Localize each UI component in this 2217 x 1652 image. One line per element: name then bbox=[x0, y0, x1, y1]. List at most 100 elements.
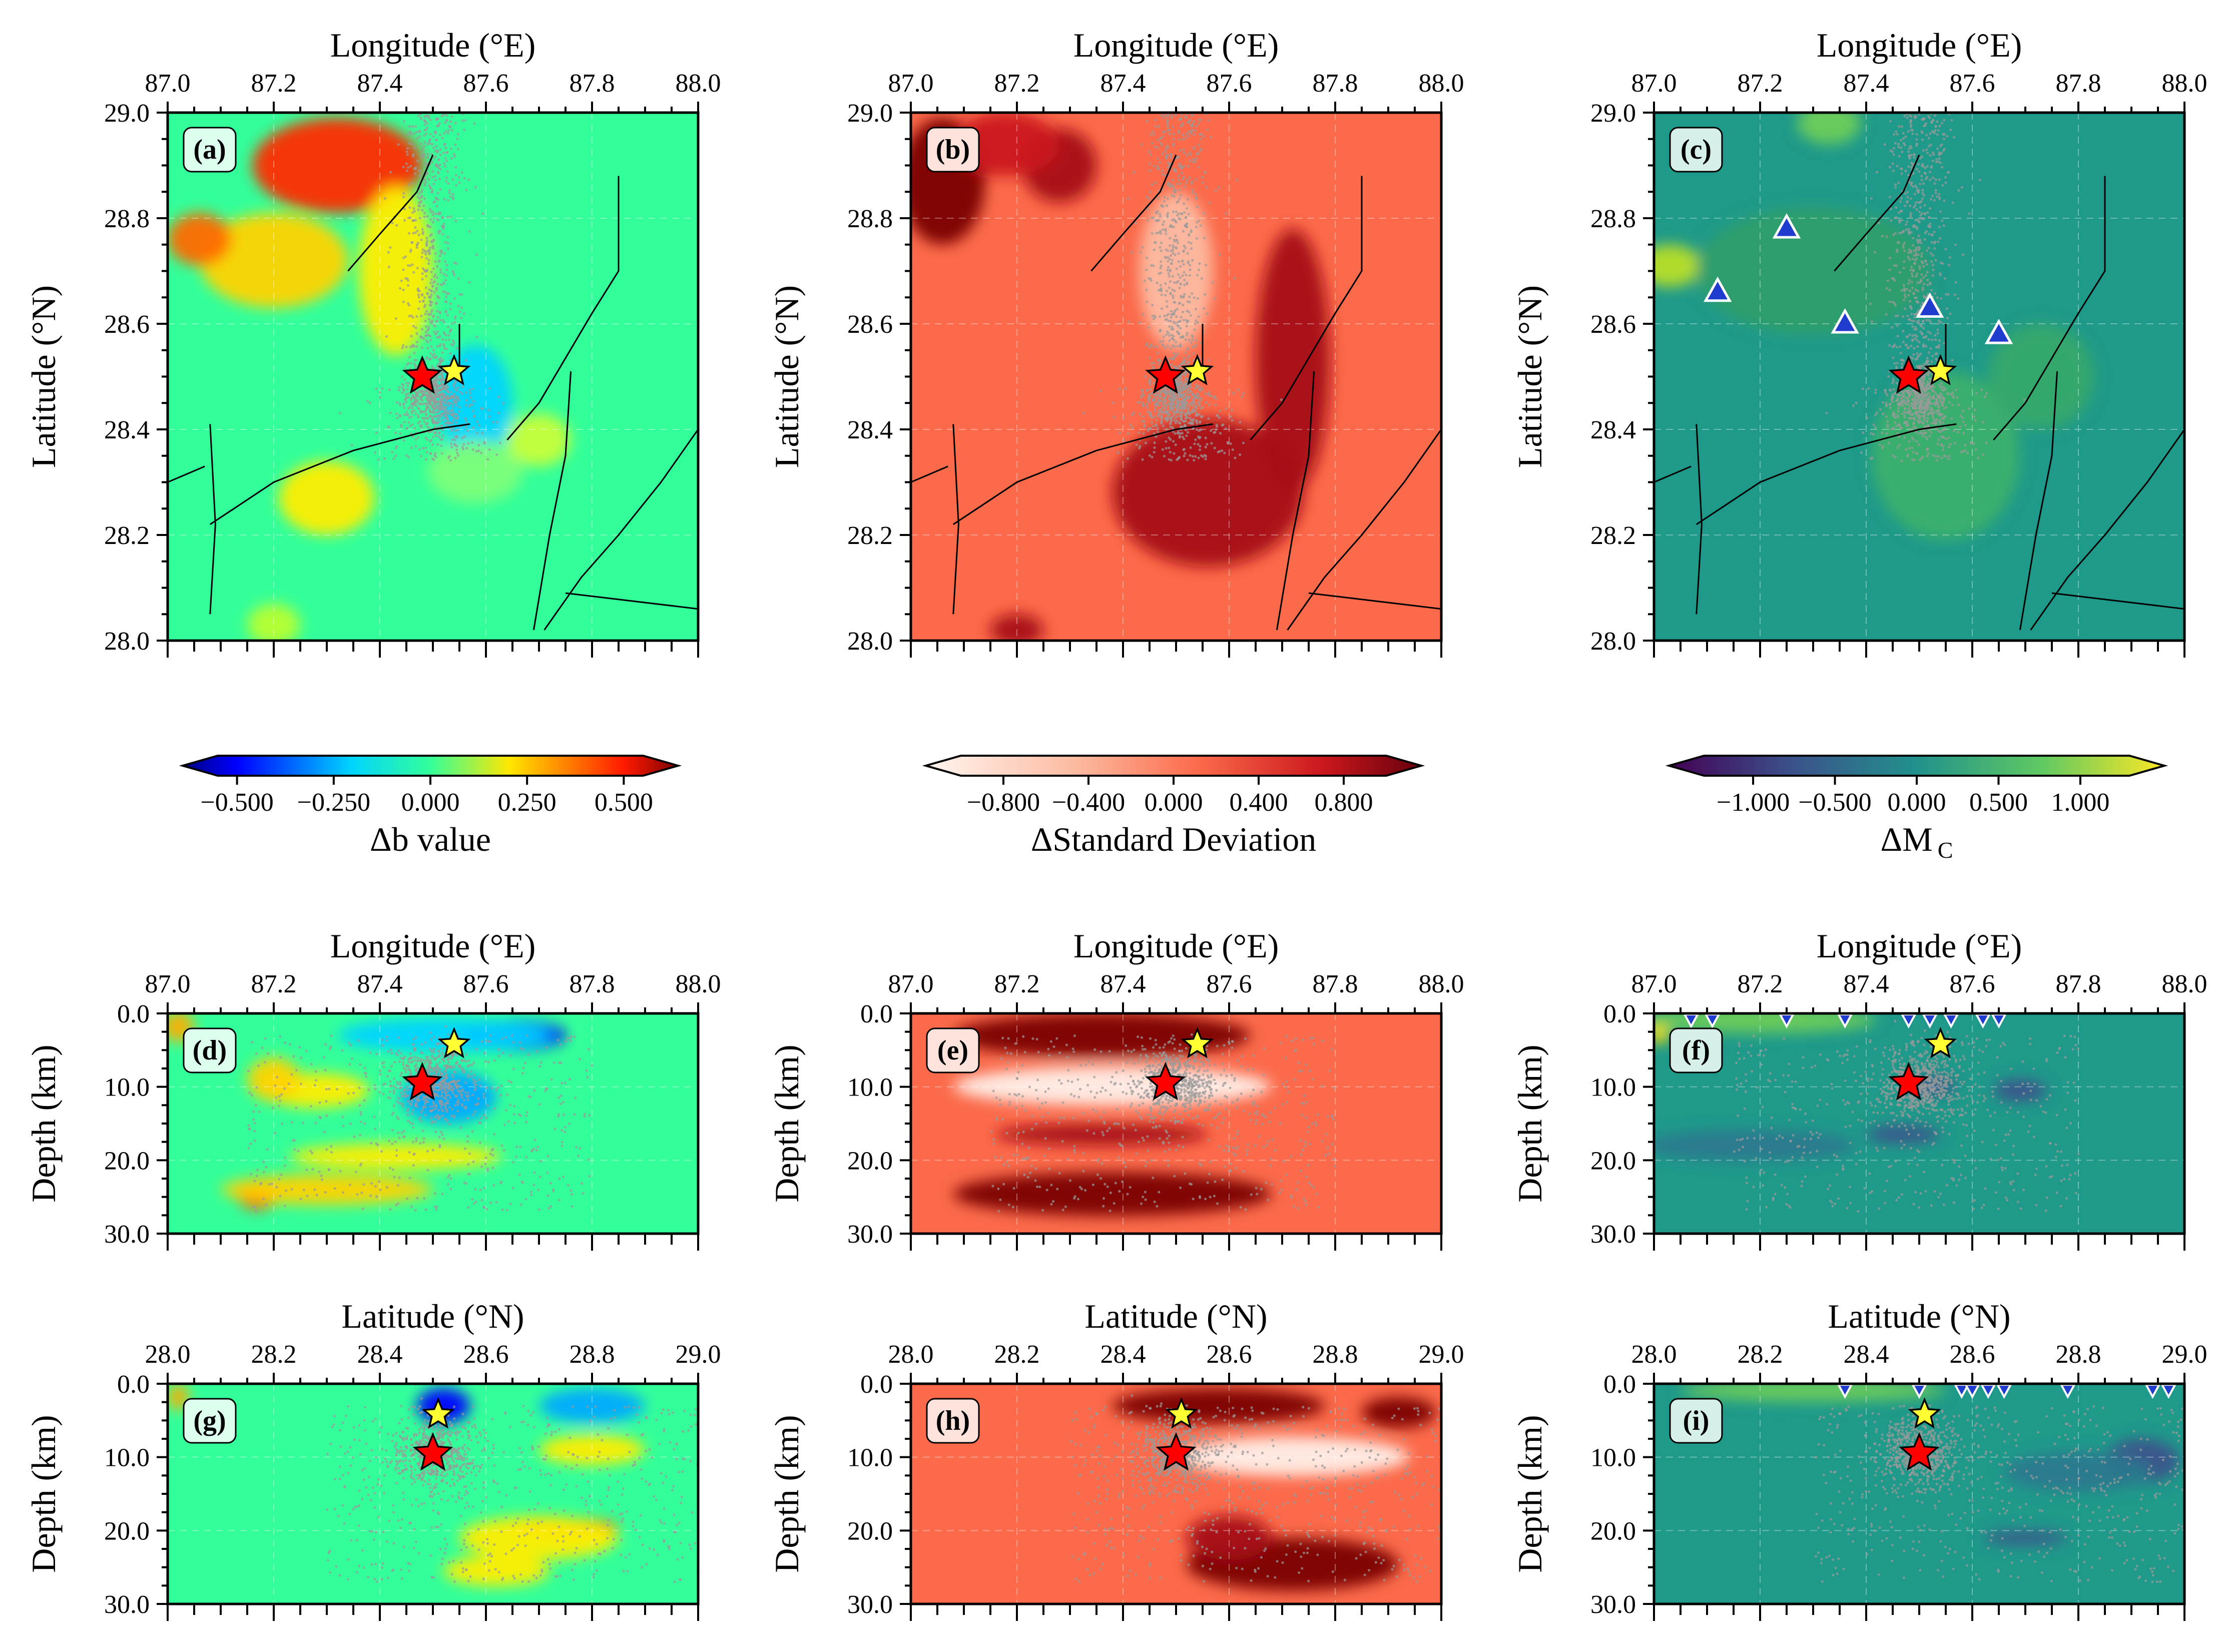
seismicity-point bbox=[429, 402, 432, 405]
seismicity-point bbox=[1173, 345, 1176, 348]
seismicity-point bbox=[1168, 334, 1171, 337]
seismicity-point bbox=[413, 427, 416, 430]
seismicity-point bbox=[456, 138, 459, 141]
seismicity-point bbox=[287, 1082, 290, 1085]
seismicity-point bbox=[1907, 251, 1910, 254]
seismicity-point bbox=[1900, 209, 1903, 213]
seismicity-point bbox=[427, 259, 430, 262]
seismicity-point bbox=[426, 143, 429, 146]
seismicity-point bbox=[1173, 338, 1176, 342]
seismicity-point bbox=[1176, 324, 1179, 327]
seismicity-point bbox=[1186, 411, 1189, 414]
seismicity-point bbox=[1895, 206, 1898, 209]
seismicity-point bbox=[1186, 154, 1189, 157]
seismicity-point bbox=[1145, 256, 1149, 259]
seismicity-point bbox=[401, 391, 404, 394]
seismicity-point bbox=[1915, 440, 1918, 443]
seismicity-point bbox=[407, 407, 410, 410]
seismicity-point bbox=[1164, 346, 1167, 349]
seismicity-point bbox=[1155, 393, 1158, 396]
seismicity-point bbox=[1980, 388, 1983, 391]
seismicity-point bbox=[440, 444, 443, 447]
seismicity-point bbox=[1931, 254, 1934, 257]
aftershock-star bbox=[437, 354, 471, 385]
seismicity-point bbox=[411, 155, 414, 158]
seismicity-point bbox=[1946, 135, 1949, 138]
seismicity-point bbox=[1937, 405, 1940, 408]
seismicity-point bbox=[428, 408, 431, 411]
heatmap-anomaly bbox=[1256, 229, 1330, 493]
seismicity-point bbox=[1972, 415, 1976, 418]
seismicity-point bbox=[461, 119, 464, 122]
seismicity-point bbox=[1899, 345, 1902, 348]
seismicity-point bbox=[445, 347, 448, 350]
seismicity-point bbox=[438, 435, 441, 438]
seismicity-point bbox=[1936, 147, 1939, 150]
seismicity-point bbox=[1919, 352, 1922, 355]
seismicity-point bbox=[1195, 125, 1198, 128]
seismicity-point bbox=[434, 455, 438, 459]
seismicity-point bbox=[412, 232, 415, 235]
y-tick-label: 28.0 bbox=[104, 627, 150, 656]
seismicity-point bbox=[1852, 404, 1855, 407]
seismicity-point bbox=[562, 1113, 566, 1116]
seismicity-point bbox=[425, 450, 428, 454]
seismicity-point bbox=[1156, 139, 1160, 142]
seismicity-point bbox=[507, 1079, 510, 1082]
seismicity-point bbox=[1940, 122, 1944, 125]
seismicity-point bbox=[1174, 309, 1177, 312]
seismicity-point bbox=[434, 155, 437, 158]
seismicity-point bbox=[1184, 374, 1187, 377]
seismicity-point bbox=[1159, 142, 1162, 145]
seismicity-point bbox=[1891, 381, 1894, 384]
seismicity-point bbox=[1948, 256, 1951, 259]
seismicity-point bbox=[1170, 156, 1173, 159]
seismicity-point bbox=[442, 434, 445, 437]
seismicity-point bbox=[1905, 343, 1908, 346]
seismicity-point bbox=[436, 443, 439, 446]
seismicity-point bbox=[416, 230, 419, 233]
mainshock-star bbox=[402, 355, 443, 394]
seismicity-point bbox=[1905, 335, 1909, 338]
station-marker bbox=[1703, 276, 1732, 302]
seismicity-point bbox=[1911, 393, 1914, 396]
seismicity-point bbox=[1910, 280, 1913, 284]
seismicity-point bbox=[1157, 289, 1160, 292]
seismicity-point bbox=[411, 1141, 415, 1144]
seismicity-point bbox=[1964, 424, 1967, 427]
seismicity-point bbox=[1157, 125, 1160, 128]
seismicity-point bbox=[1167, 182, 1170, 185]
seismicity-point bbox=[437, 124, 440, 127]
seismicity-point bbox=[1200, 397, 1203, 400]
seismicity-point bbox=[427, 328, 430, 331]
seismicity-point bbox=[512, 1067, 515, 1070]
seismicity-point bbox=[1208, 403, 1211, 407]
seismicity-point bbox=[1193, 296, 1196, 299]
seismicity-point bbox=[1915, 254, 1918, 257]
fault-trace bbox=[952, 424, 959, 615]
seismicity-point bbox=[1885, 415, 1888, 418]
seismicity-point bbox=[1930, 121, 1933, 124]
seismicity-point bbox=[429, 133, 432, 136]
seismicity-point bbox=[1914, 219, 1917, 222]
seismicity-point bbox=[423, 1197, 426, 1200]
seismicity-point bbox=[1165, 318, 1168, 321]
seismicity-point bbox=[440, 387, 443, 390]
seismicity-point bbox=[432, 419, 435, 422]
seismicity-point bbox=[1169, 450, 1172, 454]
seismicity-point bbox=[1186, 300, 1190, 303]
seismicity-point bbox=[1912, 206, 1915, 209]
seismicity-point bbox=[1892, 169, 1895, 172]
seismicity-point bbox=[1936, 459, 1939, 462]
seismicity-point bbox=[1165, 147, 1168, 150]
seismicity-point bbox=[1183, 202, 1186, 205]
seismicity-point bbox=[1936, 442, 1939, 445]
seismicity-point bbox=[1167, 154, 1170, 157]
seismicity-point bbox=[1922, 194, 1925, 197]
seismicity-point bbox=[1156, 157, 1160, 160]
seismicity-point bbox=[1919, 405, 1922, 408]
seismicity-point bbox=[452, 1065, 456, 1068]
seismicity-point bbox=[1928, 395, 1931, 398]
seismicity-point bbox=[1961, 416, 1964, 419]
seismicity-point bbox=[1162, 339, 1165, 342]
